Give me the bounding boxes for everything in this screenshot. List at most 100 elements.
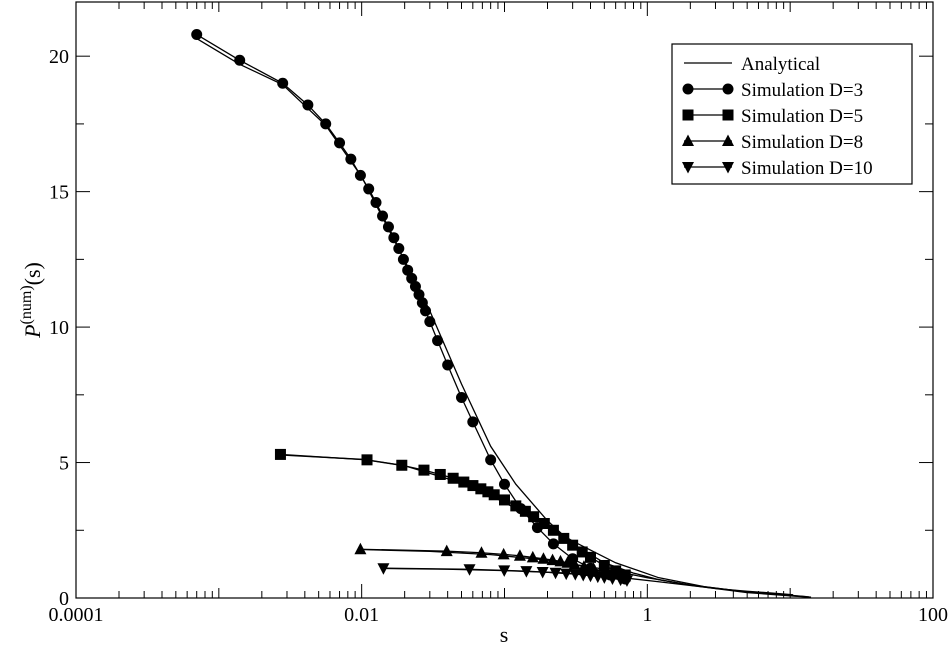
data-point [554, 554, 567, 567]
y-tick-label: 10 [49, 317, 69, 339]
data-point [302, 99, 314, 111]
simulation-markers [191, 29, 633, 587]
legend-marker [682, 109, 694, 121]
data-point [560, 568, 573, 581]
y-axis-title-main: P [20, 324, 45, 338]
data-point [334, 137, 346, 149]
x-tick-labels: 0.0001 0.01 1 100 [49, 604, 949, 626]
legend-label: Simulation D=3 [741, 80, 863, 101]
data-point [497, 547, 510, 560]
data-point [475, 546, 488, 558]
data-point [547, 524, 559, 536]
data-point [440, 544, 453, 557]
data-point [584, 551, 596, 563]
data-point [488, 489, 500, 501]
data-point [547, 538, 559, 550]
data-point [234, 54, 246, 66]
data-point [354, 169, 366, 181]
data-point [569, 569, 582, 581]
data-point [361, 454, 373, 466]
x-tick-label: 100 [918, 604, 948, 626]
y-axis-title-tail: (s) [20, 262, 45, 285]
data-point [498, 565, 511, 577]
data-point [475, 483, 487, 495]
legend-label: Analytical [741, 54, 820, 75]
y-tick-label: 20 [49, 46, 69, 68]
data-point [458, 476, 470, 488]
legend-marker [722, 109, 734, 121]
legend-marker [682, 134, 694, 146]
data-point [513, 549, 526, 561]
data-point [418, 464, 430, 476]
data-point [191, 29, 203, 41]
data-point [397, 253, 409, 265]
y-tick-labels: 0 5 10 15 20 [49, 46, 69, 610]
y-axis-title-sup: (num) [18, 285, 35, 324]
data-point [546, 553, 559, 566]
x-axis-title: s [500, 622, 509, 647]
data-point [467, 480, 479, 492]
x-tick-label: 0.01 [344, 604, 379, 626]
data-point [526, 550, 539, 563]
legend-marker [682, 83, 694, 95]
data-point [561, 556, 574, 568]
data-point [320, 118, 332, 130]
legend-label: Simulation D=10 [741, 158, 873, 179]
legend-marker [722, 134, 734, 146]
data-point [537, 552, 550, 564]
y-tick-label: 0 [59, 588, 69, 610]
data-point [499, 478, 510, 490]
data-point [620, 575, 633, 587]
data-point [519, 505, 531, 517]
data-point [536, 566, 549, 579]
data-point [606, 573, 619, 585]
data-point [424, 316, 436, 328]
data-point [567, 539, 579, 551]
legend-marker [722, 83, 734, 95]
legend-label: Simulation D=5 [741, 106, 863, 127]
y-axis-title: P(num)(s) [18, 262, 45, 339]
data-point [456, 392, 468, 404]
data-point [510, 500, 522, 512]
axis-ticks [75, 2, 933, 599]
y-tick-label: 15 [49, 182, 69, 204]
data-point [382, 221, 394, 233]
data-point [402, 264, 414, 276]
x-tick-label: 1 [642, 604, 652, 626]
data-point [447, 472, 459, 484]
legend-box [671, 43, 913, 185]
data-point [463, 564, 476, 576]
data-point [520, 566, 533, 578]
data-point [467, 416, 479, 428]
data-point [442, 359, 454, 371]
data-point [568, 557, 581, 570]
data-point [434, 468, 446, 480]
data-point [538, 518, 550, 529]
data-point [485, 454, 497, 466]
data-point [577, 560, 590, 572]
y-tick-label: 5 [59, 453, 69, 475]
data-point [576, 546, 588, 558]
data-point [420, 305, 432, 317]
legend-marker [722, 162, 734, 174]
data-point [274, 448, 286, 460]
data-point [370, 196, 382, 208]
x-tick-label: 0.0001 [49, 604, 104, 626]
data-point [377, 563, 390, 575]
data-point [363, 183, 375, 195]
data-point [354, 542, 367, 555]
legend-label: Simulation D=8 [741, 132, 863, 153]
data-point [558, 532, 570, 544]
data-point [277, 77, 289, 89]
data-point [598, 572, 611, 584]
series-line [196, 33, 626, 580]
legend-marker [682, 162, 694, 174]
data-point [377, 210, 389, 222]
data-point [393, 243, 405, 255]
data-point [432, 335, 444, 347]
data-point [345, 153, 357, 165]
data-point [396, 459, 408, 471]
data-point [499, 494, 510, 506]
data-point [388, 232, 400, 244]
